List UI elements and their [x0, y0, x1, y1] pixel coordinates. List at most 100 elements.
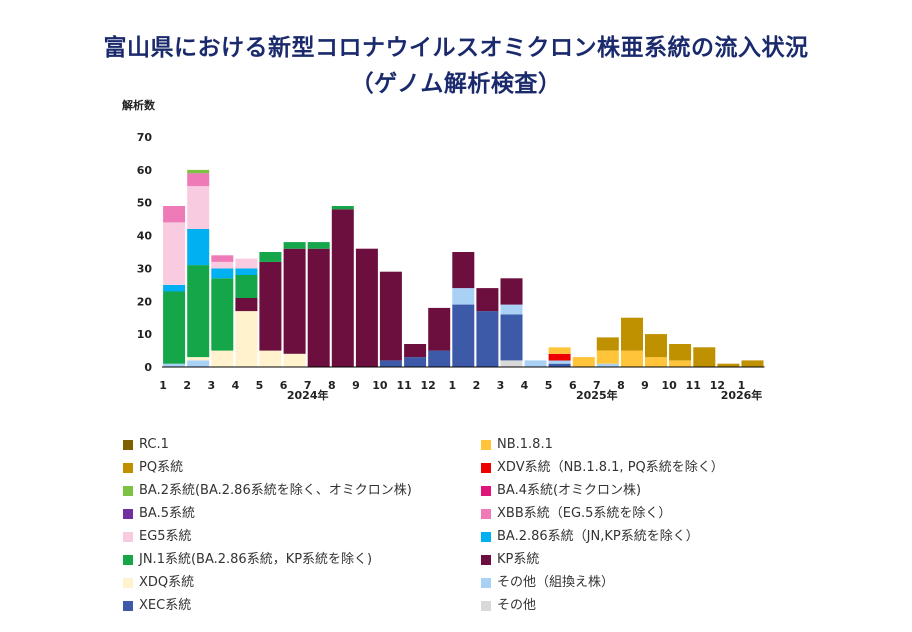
bar-segment: [187, 229, 210, 266]
bar-segment: [283, 248, 306, 354]
bar-segment: [235, 268, 258, 275]
year-label: 2024年: [287, 388, 329, 402]
bar-segment: [379, 360, 402, 367]
y-tick-label: 10: [137, 328, 153, 341]
legend-swatch: [123, 463, 133, 473]
x-tick-label: 5: [256, 379, 264, 392]
bar-segment: [596, 350, 619, 364]
year-label: 2026年: [721, 388, 763, 402]
bar-segment: [235, 275, 258, 298]
legend-label: KP系統: [497, 552, 540, 567]
legend-label: EG5系統: [139, 529, 192, 544]
x-axis-ticks: 1 2 3 4 5 6 7 8 9 10 11 12 1 2 3 4 5 6 7 8 9 10 11 12 1: [159, 379, 745, 392]
bar-segment: [211, 261, 234, 269]
legend-label: その他: [497, 598, 537, 613]
bar-segment: [693, 347, 716, 367]
bar-segment: [500, 314, 523, 361]
y-tick-label: 30: [137, 262, 153, 275]
x-tick-label: 1: [448, 379, 456, 392]
bar-segment: [476, 288, 499, 312]
y-tick-label: 40: [137, 230, 153, 243]
y-tick-label: 0: [144, 361, 152, 374]
legend-swatch: [123, 578, 133, 588]
legend-swatch: [123, 532, 133, 542]
legend-label: NB.1.8.1: [497, 437, 553, 452]
legend-label: BA.2系統(BA.2.86系統を除く、オミクロン株): [139, 483, 412, 498]
bar-segment: [741, 360, 764, 367]
bar-segment: [452, 304, 475, 367]
bar-segment: [187, 173, 210, 187]
x-tick-label: 7: [304, 379, 312, 392]
x-tick-label: 6: [280, 379, 288, 392]
bar-segment: [163, 206, 186, 223]
bar-segment: [621, 317, 643, 351]
legend-swatch: [123, 555, 133, 565]
bar-segment: [669, 360, 692, 367]
legend-label: BA.5系統: [139, 506, 195, 521]
bar-segment: [163, 291, 186, 364]
legend-swatch: [123, 601, 133, 611]
bar-segment: [259, 350, 282, 367]
bar-segment: [235, 298, 258, 312]
bar-segment: [187, 186, 210, 229]
bar-segment: [211, 268, 234, 279]
bar-segment: [187, 357, 210, 361]
y-tick-label: 50: [137, 197, 153, 210]
x-tick-label: 4: [521, 379, 529, 392]
legend-label: XDQ系統: [139, 575, 195, 590]
x-tick-label: 11: [396, 379, 411, 392]
bar-segment: [596, 337, 619, 351]
x-axis-year-labels: 2024年 2025年 2026年: [287, 388, 762, 402]
bar-segment: [259, 252, 282, 262]
legend-swatch: [481, 532, 491, 542]
chart-title: 富山県における新型コロナウイルスオミクロン株亜系統の流入状況: [103, 35, 809, 61]
bar-segment: [307, 242, 330, 249]
bar-segment: [163, 284, 186, 292]
bar-segment: [717, 363, 740, 367]
legend-swatch: [481, 440, 491, 450]
bar-segment: [283, 353, 306, 367]
y-tick-label: 20: [137, 295, 153, 308]
bar-segment: [572, 357, 595, 367]
bar-segment: [428, 350, 451, 367]
bar-segment: [524, 360, 547, 367]
bar-segment: [163, 222, 186, 285]
legend-swatch: [481, 601, 491, 611]
x-tick-label: 2: [183, 379, 191, 392]
legend-label: PQ系統: [139, 460, 184, 475]
y-tick-label: 70: [137, 131, 153, 144]
y-tick-label: 60: [137, 164, 153, 177]
bar-segment: [645, 334, 667, 358]
bar-segment: [259, 261, 282, 351]
bar-segment: [621, 350, 643, 367]
legend-swatch: [123, 486, 133, 496]
legend-swatch: [481, 509, 491, 519]
bar-segment: [211, 255, 234, 262]
bar-segment: [548, 353, 571, 361]
bar-segment: [645, 357, 667, 367]
legend-swatch: [123, 509, 133, 519]
bar-segment: [452, 288, 475, 305]
legend-swatch: [123, 440, 133, 450]
x-tick-label: 11: [686, 379, 701, 392]
bar-segment: [404, 344, 427, 358]
year-label: 2025年: [576, 388, 618, 402]
x-tick-label: 12: [710, 379, 725, 392]
bar-segment: [500, 304, 523, 315]
legend-label: BA.2.86系統（JN,KP系統を除く）: [497, 529, 699, 544]
bar-segment: [548, 360, 571, 364]
legend-label: XBB系統（EG.5系統を除く）: [497, 506, 672, 521]
bar-segment: [187, 169, 210, 174]
y-axis-label: 解析数: [122, 98, 156, 112]
bar-segment: [187, 265, 210, 358]
x-tick-label: 2: [473, 379, 481, 392]
y-axis-ticks: 0 10 20 30 40 50 60 70: [137, 131, 153, 374]
bar-segment: [211, 350, 234, 367]
chart-subtitle: （ゲノム解析検査）: [350, 71, 562, 97]
bar-segment: [235, 311, 258, 367]
x-tick-label: 10: [661, 379, 677, 392]
legend-swatch: [481, 486, 491, 496]
legend-swatch: [481, 555, 491, 565]
bar-segment: [307, 248, 330, 367]
